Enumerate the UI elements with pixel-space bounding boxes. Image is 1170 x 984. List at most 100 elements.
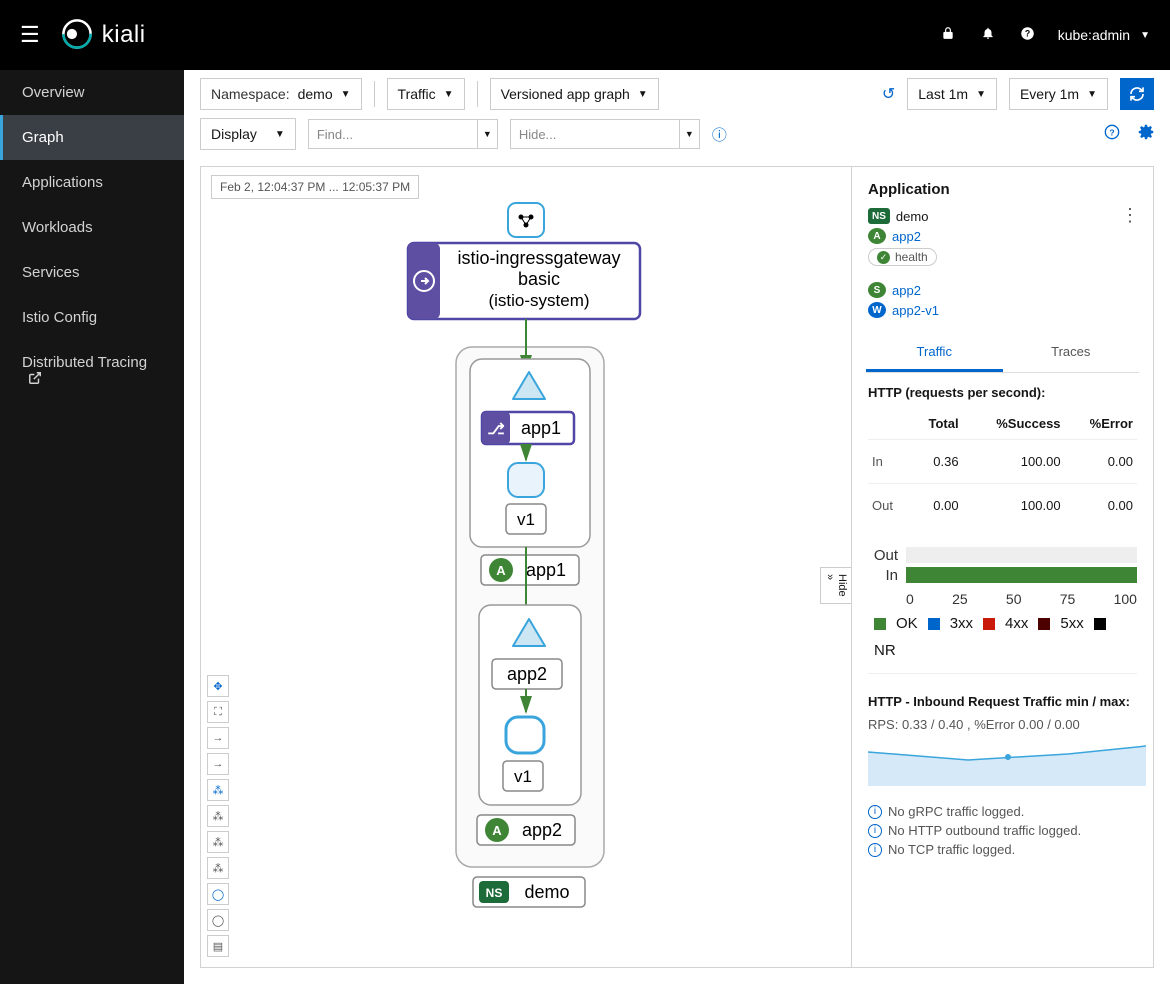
info-icon: i	[868, 824, 882, 838]
toolbar-secondary: Display ▼ ▼ ▼ ⓘ ?	[184, 118, 1170, 158]
panel-tabs: Traffic Traces	[866, 334, 1139, 373]
traffic-table: Total %Success %Error In0.36100.000.00Ou…	[868, 408, 1137, 527]
ns-badge: NS	[868, 208, 890, 224]
svg-text:v1: v1	[514, 767, 532, 786]
legend-icon[interactable]: ▤	[207, 935, 229, 957]
svg-text:?: ?	[1109, 127, 1114, 137]
hide-combo: ▼	[510, 119, 700, 149]
sparkline	[868, 740, 1137, 786]
nav-workloads[interactable]: Workloads	[0, 205, 184, 250]
username: kube:admin	[1058, 27, 1130, 43]
namespace-dropdown[interactable]: Namespace: demo ▼	[200, 78, 362, 110]
drag-tool-icon[interactable]: ✥	[207, 675, 229, 697]
svg-text:basic: basic	[518, 269, 560, 289]
bar-in	[906, 567, 1137, 583]
service-link[interactable]: app2	[892, 283, 921, 298]
nav-overview[interactable]: Overview	[0, 70, 184, 115]
svg-text:NS: NS	[486, 886, 503, 900]
globe-2-icon[interactable]: ◯	[207, 909, 229, 931]
svg-text:istio-ingressgateway: istio-ingressgateway	[457, 248, 620, 268]
layout-2-icon[interactable]: ⁂	[207, 805, 229, 827]
hide-input[interactable]	[510, 119, 680, 149]
traffic-dropdown[interactable]: Traffic ▼	[387, 78, 465, 110]
bar-out	[906, 547, 1137, 563]
display-dropdown[interactable]: Display ▼	[200, 118, 296, 150]
notice-line: iNo gRPC traffic logged.	[868, 804, 1137, 819]
notices: iNo gRPC traffic logged. iNo HTTP outboun…	[868, 804, 1137, 857]
history-icon[interactable]: ↺	[882, 84, 895, 104]
top-bar: ☰ kiali ? kube:admin ▼	[0, 0, 1170, 70]
caret-down-icon: ▼	[444, 89, 454, 100]
find-combo: ▼	[308, 119, 498, 149]
svg-text:(istio-system): (istio-system)	[488, 291, 589, 310]
svg-text:demo: demo	[524, 882, 569, 902]
graph-svg: istio-ingressgateway basic (istio-system…	[201, 167, 841, 957]
graph-area[interactable]: Feb 2, 12:04:37 PM ... 12:05:37 PM Hide»	[200, 166, 852, 968]
tab-traffic[interactable]: Traffic	[866, 334, 1003, 372]
panel-workload: W app2-v1	[868, 302, 1137, 318]
panel-health: ✓ health	[868, 248, 1137, 266]
svg-text:A: A	[496, 563, 506, 578]
user-menu[interactable]: kube:admin ▼	[1058, 27, 1150, 43]
minmax-section: HTTP - Inbound Request Traffic min / max…	[868, 673, 1137, 786]
panel-service: S app2	[868, 282, 1137, 298]
find-caret[interactable]: ▼	[478, 119, 498, 149]
hide-caret[interactable]: ▼	[680, 119, 700, 149]
nav-istio-config[interactable]: Istio Config	[0, 295, 184, 340]
service-badge: S	[868, 282, 886, 298]
content: Feb 2, 12:04:37 PM ... 12:05:37 PM Hide»	[200, 166, 1154, 968]
layout-1-icon[interactable]: ⁂	[207, 779, 229, 801]
caret-down-icon: ▼	[976, 89, 986, 100]
find-input[interactable]	[308, 119, 478, 149]
refresh-button[interactable]	[1120, 78, 1154, 110]
refresh-interval-dropdown[interactable]: Every 1m ▼	[1009, 78, 1108, 110]
graph-settings-icon[interactable]	[1138, 124, 1154, 144]
health-ok-icon: ✓	[877, 251, 890, 264]
time-range-dropdown[interactable]: Last 1m ▼	[907, 78, 997, 110]
workload-badge: W	[868, 302, 886, 318]
panel-title: Application	[868, 181, 1137, 198]
arrow-right-2-icon[interactable]: →	[207, 753, 229, 775]
logo[interactable]: kiali	[60, 17, 146, 54]
bar-legend: OK3xx4xx5xxNR	[874, 615, 1137, 659]
bar-chart: Out In 0255075100 OK3xx4xx5xxNR	[868, 545, 1137, 659]
nav-services[interactable]: Services	[0, 250, 184, 295]
help-icon[interactable]: ?	[1008, 26, 1048, 45]
logo-text: kiali	[102, 21, 146, 49]
bell-icon[interactable]	[968, 26, 1008, 44]
table-row: In0.36100.000.00	[868, 440, 1137, 484]
notice-line: iNo HTTP outbound traffic logged.	[868, 823, 1137, 838]
graph-tools: ✥ ⛶ → → ⁂ ⁂ ⁂ ⁂ ◯ ◯ ▤	[207, 675, 229, 957]
arrow-right-1-icon[interactable]: →	[207, 727, 229, 749]
panel-namespace: NS demo	[868, 208, 1137, 224]
nav-graph[interactable]: Graph	[0, 115, 184, 160]
workload-link[interactable]: app2-v1	[892, 303, 939, 318]
globe-1-icon[interactable]: ◯	[207, 883, 229, 905]
bar-axis: 0255075100	[906, 591, 1137, 607]
layout-4-icon[interactable]: ⁂	[207, 857, 229, 879]
rps-line: RPS: 0.33 / 0.40 , %Error 0.00 / 0.00	[868, 717, 1137, 732]
app-link[interactable]: app2	[892, 229, 921, 244]
nav-applications[interactable]: Applications	[0, 160, 184, 205]
nav-distributed-tracing[interactable]: Distributed Tracing	[0, 340, 184, 403]
svg-text:app1: app1	[521, 418, 561, 438]
kebab-icon[interactable]: ⋮	[1121, 205, 1139, 226]
hamburger-icon[interactable]: ☰	[20, 22, 40, 48]
app-badge: A	[868, 228, 886, 244]
lock-icon[interactable]	[928, 26, 968, 44]
table-row: Out0.00100.000.00	[868, 484, 1137, 528]
layout-3-icon[interactable]: ⁂	[207, 831, 229, 853]
panel-app: A app2	[868, 228, 1137, 244]
notice-line: iNo TCP traffic logged.	[868, 842, 1137, 857]
graph-type-dropdown[interactable]: Versioned app graph ▼	[490, 78, 659, 110]
svg-text:v1: v1	[517, 510, 535, 529]
tab-traces[interactable]: Traces	[1003, 334, 1140, 372]
health-pill: ✓ health	[868, 248, 937, 266]
info-icon[interactable]: ⓘ	[712, 124, 727, 145]
svg-text:app2: app2	[522, 820, 562, 840]
main: Namespace: demo ▼ Traffic ▼ Versioned ap…	[184, 70, 1170, 984]
fit-tool-icon[interactable]: ⛶	[207, 701, 229, 723]
toolbar-primary: Namespace: demo ▼ Traffic ▼ Versioned ap…	[184, 70, 1170, 118]
svg-text:app1: app1	[526, 560, 566, 580]
graph-help-icon[interactable]: ?	[1104, 124, 1120, 144]
